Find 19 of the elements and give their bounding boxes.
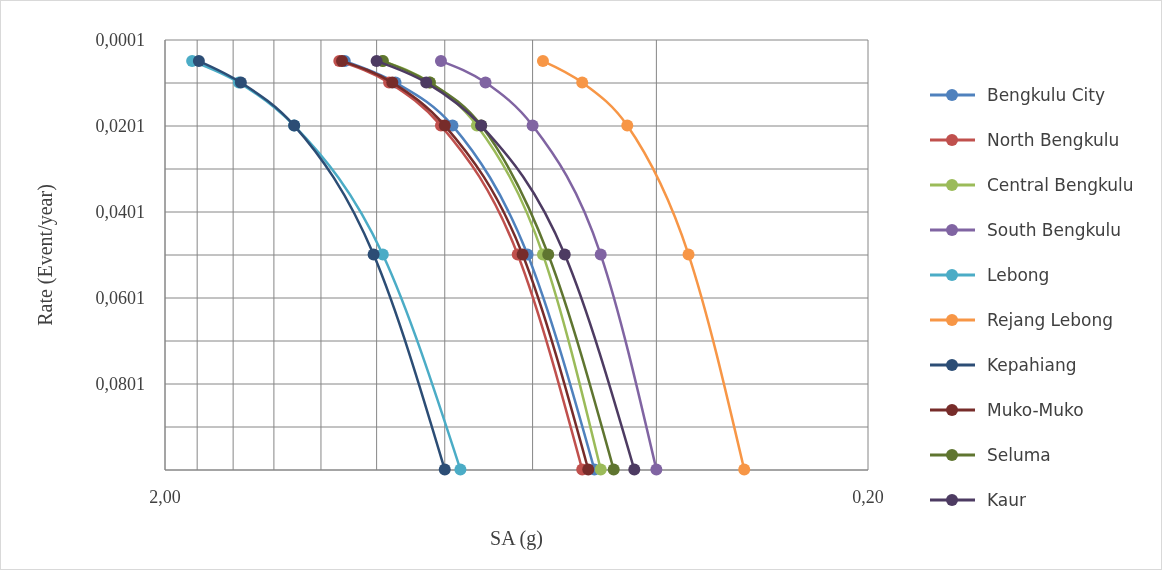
legend-label: Muko-Muko [987, 400, 1084, 420]
x-tick-label: 2,00 [149, 487, 181, 507]
legend-label: Kepahiang [987, 355, 1077, 375]
legend-label: Bengkulu City [987, 85, 1106, 105]
x-axis-title: SA (g) [490, 527, 543, 550]
y-tick-label: 0,0201 [95, 116, 145, 136]
legend-label: North Bengkulu [987, 130, 1120, 150]
legend-label: Kaur [987, 490, 1027, 510]
y-tick-label: 0,0601 [95, 288, 145, 308]
legend-label: Central Bengkulu [987, 175, 1134, 195]
legend-label: South Bengkulu [987, 220, 1122, 240]
legend-label: Lebong [987, 265, 1050, 285]
y-tick-label: 0,0401 [95, 202, 145, 222]
y-tick-label: 0,0001 [95, 30, 145, 50]
x-tick-label: 0,20 [852, 487, 884, 507]
legend-label: Rejang Lebong [987, 310, 1114, 330]
y-tick-label: 0,0801 [95, 374, 145, 394]
legend-label: Seluma [987, 445, 1051, 465]
y-axis-title: Rate (Event/year) [34, 184, 57, 326]
